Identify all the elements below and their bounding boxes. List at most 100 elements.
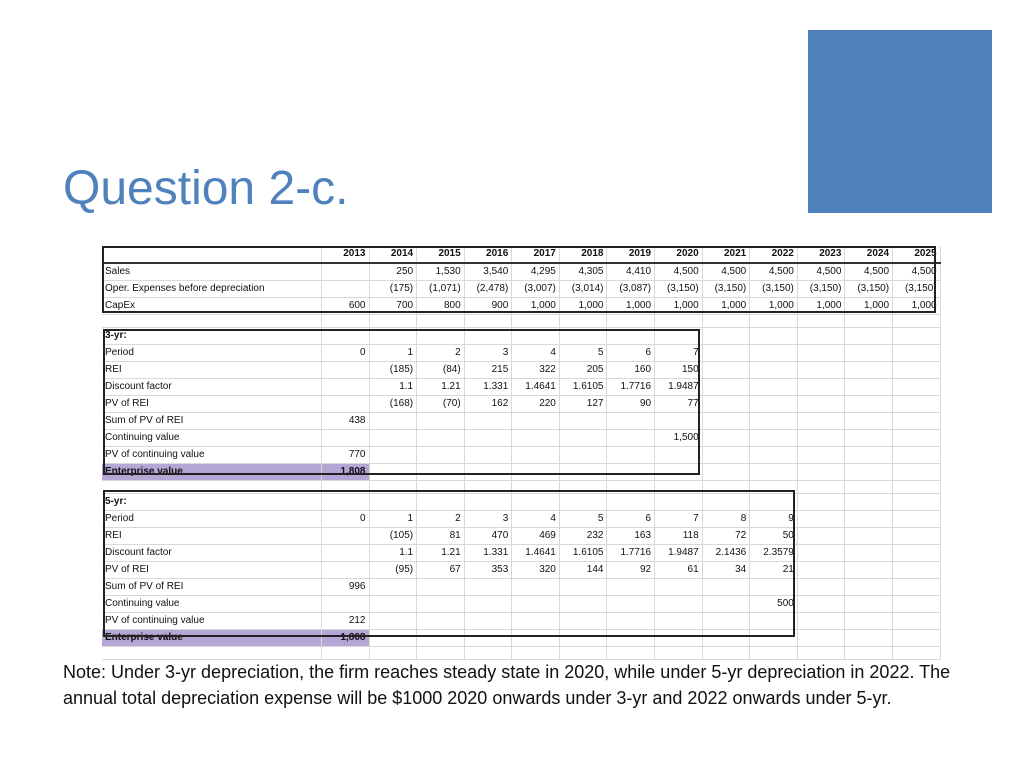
value-cell xyxy=(797,378,846,396)
table-row: PV of REI (168) (70) 162 220 127 90 77 xyxy=(102,395,941,413)
value-cell xyxy=(702,595,751,613)
value-cell xyxy=(702,612,751,630)
value-cell xyxy=(321,493,370,511)
value-cell: 3,540 xyxy=(464,263,513,281)
value-cell: 9 xyxy=(749,510,798,528)
value-cell xyxy=(749,361,798,379)
value-cell xyxy=(321,527,370,545)
accent-square xyxy=(808,30,992,213)
empty-cell xyxy=(559,314,608,328)
value-cell xyxy=(749,446,798,464)
value-cell: 77 xyxy=(654,395,703,413)
header-label-cell xyxy=(102,246,322,264)
value-cell: 2.1436 xyxy=(702,544,751,562)
value-cell xyxy=(464,327,513,345)
value-cell: (1,071) xyxy=(416,280,465,298)
value-cell: 1,808 xyxy=(321,629,370,647)
value-cell xyxy=(749,612,798,630)
row-label: REI xyxy=(102,527,322,545)
table-row: Period 0 1 2 3 4 5 6 7 xyxy=(102,344,941,362)
value-cell xyxy=(892,361,941,379)
value-cell xyxy=(369,429,418,447)
value-cell: 61 xyxy=(654,561,703,579)
value-cell xyxy=(797,429,846,447)
value-cell: 1 xyxy=(369,344,418,362)
value-cell xyxy=(844,395,894,413)
value-cell xyxy=(844,493,894,511)
value-cell xyxy=(416,463,465,481)
table-row: PV of continuing value 212 xyxy=(102,612,941,630)
row-label: Sales xyxy=(102,263,322,281)
row-label: PV of REI xyxy=(102,561,322,579)
value-cell xyxy=(464,595,513,613)
value-cell xyxy=(559,612,608,630)
value-cell xyxy=(797,361,846,379)
value-cell: 50 xyxy=(749,527,798,545)
value-cell: 215 xyxy=(464,361,513,379)
valuation-table: 2013 2014 2015 2016 2017 2018 2019 2020 2021 2022… xyxy=(102,246,941,660)
value-cell xyxy=(844,327,894,345)
value-cell: 4,500 xyxy=(844,263,894,281)
value-cell xyxy=(321,544,370,562)
value-cell xyxy=(702,395,751,413)
empty-cell xyxy=(102,314,322,328)
value-cell xyxy=(369,493,418,511)
value-cell xyxy=(606,595,656,613)
value-cell xyxy=(416,327,465,345)
year-header-cell: 2018 xyxy=(559,246,608,264)
enterprise-value-row: Enterprise value 1,808 xyxy=(102,629,941,647)
row-label: CapEx xyxy=(102,297,322,315)
value-cell xyxy=(511,446,560,464)
table-row: Period 0 1 2 3 4 5 6 7 8 9 xyxy=(102,510,941,528)
row-label: Sum of PV of REI xyxy=(102,412,322,430)
value-cell xyxy=(321,280,370,298)
year-header-cell: 2022 xyxy=(749,246,798,264)
value-cell: (70) xyxy=(416,395,465,413)
value-cell: 160 xyxy=(606,361,656,379)
value-cell: 4 xyxy=(511,344,560,362)
value-cell xyxy=(702,378,751,396)
value-cell: 1,000 xyxy=(892,297,941,315)
empty-cell xyxy=(749,314,798,328)
value-cell: 320 xyxy=(511,561,560,579)
value-cell: 232 xyxy=(559,527,608,545)
value-cell: 34 xyxy=(702,561,751,579)
slide-title: Question 2-c. xyxy=(63,162,349,215)
value-cell: 700 xyxy=(369,297,418,315)
value-cell xyxy=(416,612,465,630)
value-cell: 4,500 xyxy=(749,263,798,281)
value-cell xyxy=(464,429,513,447)
value-cell xyxy=(797,595,846,613)
value-cell xyxy=(511,595,560,613)
empty-cell xyxy=(702,314,751,328)
empty-cell xyxy=(654,480,703,494)
value-cell: (2,478) xyxy=(464,280,513,298)
value-cell xyxy=(559,412,608,430)
value-cell: 1.1 xyxy=(369,378,418,396)
year-header-cell: 2014 xyxy=(369,246,418,264)
value-cell xyxy=(702,429,751,447)
value-cell xyxy=(464,412,513,430)
value-cell xyxy=(416,412,465,430)
value-cell xyxy=(559,446,608,464)
value-cell: 21 xyxy=(749,561,798,579)
table-row: Continuing value 1,500 xyxy=(102,429,941,447)
value-cell xyxy=(844,446,894,464)
value-cell xyxy=(321,561,370,579)
value-cell: 4,500 xyxy=(892,263,941,281)
value-cell: 7 xyxy=(654,510,703,528)
row-label: REI xyxy=(102,361,322,379)
empty-cell xyxy=(654,314,703,328)
value-cell: 0 xyxy=(321,510,370,528)
value-cell: 163 xyxy=(606,527,656,545)
value-cell xyxy=(369,412,418,430)
value-cell: 144 xyxy=(559,561,608,579)
value-cell xyxy=(892,493,941,511)
value-cell xyxy=(369,629,418,647)
row-label: 3-yr: xyxy=(102,327,322,345)
value-cell: 1,000 xyxy=(797,297,846,315)
value-cell xyxy=(654,493,703,511)
value-cell xyxy=(416,446,465,464)
value-cell: 0 xyxy=(321,344,370,362)
value-cell xyxy=(416,595,465,613)
